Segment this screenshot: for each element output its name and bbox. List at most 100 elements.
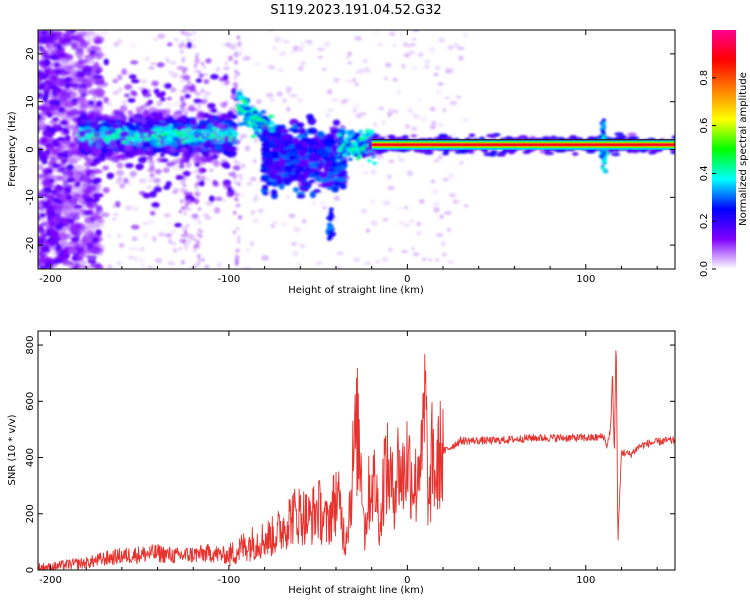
spectrogram-cell: [601, 131, 606, 136]
spectrogram-cell: [302, 218, 307, 224]
spectrogram-cell: [279, 51, 286, 56]
spectrogram-cell: [197, 257, 202, 262]
spectrogram-cell: [169, 146, 177, 154]
spectrogram-cell: [308, 41, 314, 46]
spectrogram-cell: [47, 219, 54, 228]
spectrogram-cell: [253, 62, 261, 67]
spectrogram-cell: [627, 132, 637, 137]
spectrogram-cell: [140, 263, 147, 268]
spectrogram-cell: [198, 91, 202, 96]
spectrogram-cell: [267, 114, 274, 119]
spectrogram-cell: [67, 248, 78, 255]
spectrogram-cell: [164, 118, 175, 123]
snr-y-tick-label: 800: [25, 336, 36, 355]
spectrogram-cell: [670, 150, 675, 155]
spectrogram-cell: [38, 153, 48, 162]
spectrogram-cell: [154, 257, 163, 264]
spectrogram-cell: [105, 233, 113, 239]
spectrogram-cell: [58, 232, 68, 241]
spectrogram-cell: [67, 100, 74, 105]
spectrogram-cell: [38, 30, 43, 38]
spectrogram-cell: [111, 158, 120, 163]
spectrogram-cell: [416, 221, 422, 227]
spectrogram-cell: [96, 84, 104, 89]
spectrogram-cell: [367, 152, 376, 156]
spectrogram-cell: [39, 139, 47, 146]
spectrogram-cell: [272, 220, 279, 225]
colorbar-tick-label: 0.6: [699, 118, 710, 134]
spectrogram-cell: [182, 74, 191, 81]
spectrogram-cell: [388, 247, 393, 252]
spectrogram-cell: [334, 165, 342, 173]
spectrogram-cell: [83, 64, 92, 71]
spectrogram-cell: [185, 233, 189, 238]
spectrogram-cell: [196, 244, 200, 249]
spectrogram-cell: [45, 132, 54, 138]
spectrogram-cell: [118, 242, 125, 249]
spectrogram-cell: [159, 97, 166, 102]
spectrogram-cell: [374, 259, 381, 264]
spectrogram-cell: [201, 257, 206, 262]
spectrogram-cell: [437, 123, 444, 127]
spectrogram-cell: [228, 134, 234, 139]
spectrogram-cell: [195, 193, 200, 198]
spectrogram-cell: [143, 133, 149, 137]
spectrogram-cell: [197, 137, 203, 141]
spectrogram-cell: [211, 127, 217, 131]
spectrogram-cell: [359, 68, 364, 74]
spectrogram-cell: [47, 260, 57, 266]
spectrogram-cell: [92, 94, 98, 101]
spectrogram-cell: [113, 212, 119, 217]
spectrogram-cell: [53, 148, 59, 156]
spectrogram-cell: [349, 129, 355, 134]
spectrogram-cell: [138, 258, 145, 263]
spectrogram-cell: [243, 266, 252, 269]
spectrogram-cell: [236, 35, 241, 40]
spectrogram-cell: [92, 158, 101, 164]
spectrogram-cell: [443, 210, 452, 216]
spectrogram-cell: [169, 133, 174, 137]
spectrogram-cell: [53, 127, 59, 132]
spectrogram-cell: [61, 247, 70, 256]
spectrogram-cell: [435, 232, 444, 238]
spectrogram-cell: [102, 187, 110, 194]
spectrogram-cell: [362, 59, 368, 64]
spectrogram-cell: [97, 92, 105, 99]
spectrogram-cell: [134, 247, 140, 251]
spectrogram-cell: [300, 137, 311, 143]
spectrogram-cell: [78, 92, 86, 100]
spectrogram-cell: [124, 83, 133, 90]
spectrogram-cell: [438, 136, 445, 140]
spectrogram-cell: [148, 178, 153, 183]
spectrogram-cell: [234, 254, 239, 259]
spectrogram-tone-core: [371, 143, 675, 146]
spectrogram-cell: [345, 79, 353, 83]
spectrogram-cell: [506, 149, 516, 153]
spectrogram-cell: [39, 237, 46, 245]
spectrogram-cell: [541, 136, 551, 140]
spectrogram-x-tick-label: 100: [576, 274, 595, 285]
spectrogram-cell: [449, 193, 457, 198]
spectrogram-cell: [186, 37, 190, 42]
spectrogram-cell: [79, 130, 86, 137]
spectrogram-cell: [539, 149, 548, 154]
spectrogram-cell: [111, 114, 121, 121]
spectrogram-cell: [418, 52, 424, 58]
spectrogram-cell: [267, 64, 275, 69]
spectrogram-cell: [31, 133, 36, 140]
spectrogram-cell: [231, 146, 238, 151]
spectrogram-cell: [233, 75, 238, 80]
spectrogram-cell: [128, 255, 134, 260]
spectrogram-cell: [203, 91, 212, 96]
spectrogram-cell: [87, 208, 95, 214]
spectrogram-cell: [181, 140, 186, 144]
spectrogram-cell: [463, 204, 469, 208]
spectrogram-cell: [116, 261, 122, 266]
spectrogram-cell: [326, 222, 332, 227]
spectrogram-cell: [387, 134, 396, 139]
spectrogram-cell: [162, 167, 170, 173]
colorbar-axes: 0.00.20.40.60.8: [699, 70, 716, 277]
spectrogram-cell: [360, 146, 366, 151]
spectrogram-cell: [236, 118, 241, 123]
spectrogram-cell: [102, 81, 109, 87]
